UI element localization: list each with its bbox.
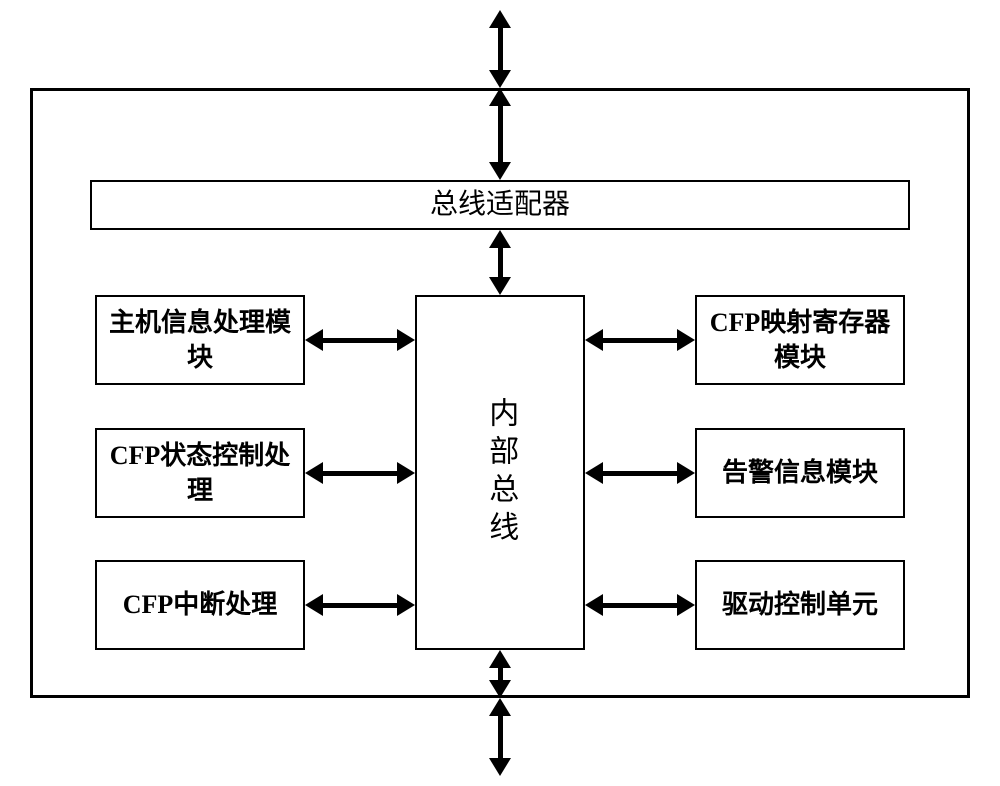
arrow-line: [323, 338, 397, 343]
arrow-head-icon: [489, 230, 511, 248]
arrow-head-icon: [489, 162, 511, 180]
bus-adapter-box: 总线适配器: [90, 180, 910, 230]
arrow-head-icon: [489, 88, 511, 106]
arrow-line: [323, 471, 397, 476]
internal-bus-box: 内部总线: [415, 295, 585, 650]
bus-adapter-label: 总线适配器: [430, 186, 570, 224]
arrow-head-icon: [489, 680, 511, 698]
arrow-line: [498, 106, 503, 162]
arrow-head-icon: [489, 758, 511, 776]
host-info-label: 主机信息处理模块: [97, 305, 303, 375]
arrow-line: [603, 603, 677, 608]
drive-ctrl-module: 驱动控制单元: [695, 560, 905, 650]
arrow-line: [323, 603, 397, 608]
arrow-head-icon: [489, 70, 511, 88]
arrow-head-icon: [397, 462, 415, 484]
arrow-line: [603, 338, 677, 343]
cfp-interrupt-module: CFP中断处理: [95, 560, 305, 650]
cfp-map-reg-label: CFP映射寄存器模块: [697, 305, 903, 375]
cfp-interrupt-label: CFP中断处理: [123, 587, 278, 622]
arrow-head-icon: [305, 462, 323, 484]
arrow-head-icon: [489, 698, 511, 716]
arrow-head-icon: [489, 277, 511, 295]
internal-bus-label: 内部总线: [480, 397, 521, 549]
arrow-head-icon: [585, 462, 603, 484]
arrow-head-icon: [397, 329, 415, 351]
arrow-line: [498, 716, 503, 758]
arrow-head-icon: [677, 329, 695, 351]
alarm-info-module: 告警信息模块: [695, 428, 905, 518]
arrow-head-icon: [677, 594, 695, 616]
arrow-line: [498, 248, 503, 277]
arrow-head-icon: [397, 594, 415, 616]
arrow-line: [498, 668, 503, 680]
alarm-info-label: 告警信息模块: [722, 455, 878, 490]
arrow-head-icon: [489, 10, 511, 28]
arrow-head-icon: [489, 650, 511, 668]
arrow-head-icon: [677, 462, 695, 484]
arrow-line: [498, 28, 503, 70]
cfp-status-label: CFP状态控制处理: [97, 438, 303, 508]
drive-ctrl-label: 驱动控制单元: [722, 587, 878, 622]
cfp-status-module: CFP状态控制处理: [95, 428, 305, 518]
arrow-line: [603, 471, 677, 476]
arrow-head-icon: [305, 329, 323, 351]
host-info-module: 主机信息处理模块: [95, 295, 305, 385]
arrow-head-icon: [585, 594, 603, 616]
arrow-head-icon: [585, 329, 603, 351]
cfp-map-reg-module: CFP映射寄存器模块: [695, 295, 905, 385]
arrow-head-icon: [305, 594, 323, 616]
